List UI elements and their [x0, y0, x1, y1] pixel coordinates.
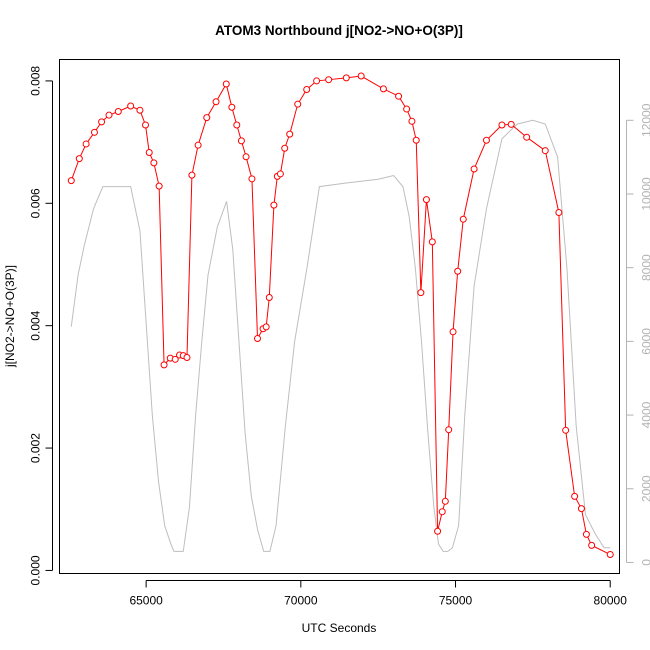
series-layer [67, 72, 614, 559]
data-point [105, 111, 113, 119]
data-point [150, 159, 158, 167]
data-point [82, 140, 90, 148]
data-point [203, 114, 211, 122]
data-point [403, 105, 411, 113]
data-point [270, 201, 278, 209]
data-point [313, 77, 321, 85]
data-point [171, 355, 179, 363]
data-point [248, 175, 256, 183]
data-point [357, 72, 365, 80]
y2-tick-label: 0 [640, 559, 650, 566]
data-point [294, 100, 302, 108]
y2-tick-label: 2000 [640, 475, 650, 502]
chart-title: ATOM3 Northbound j[NO2->NO+O(3P)] [215, 23, 463, 38]
grey-series-line [70, 119, 611, 552]
data-point [459, 215, 467, 223]
data-point [160, 361, 168, 369]
data-point [98, 118, 106, 126]
data-point [438, 508, 446, 516]
x-tick-label: 75000 [439, 594, 473, 608]
data-point [445, 426, 453, 434]
y2-tick-label: 8000 [640, 254, 650, 281]
data-point [577, 505, 585, 513]
y2-tick-label: 6000 [640, 328, 650, 355]
data-point [379, 85, 387, 93]
data-point [588, 541, 596, 549]
y-tick-label: 0.002 [29, 433, 43, 463]
data-point [412, 136, 420, 144]
data-point [582, 530, 590, 538]
y-axis: 0.000 0.002 0.004 0.006 0.008 [29, 66, 53, 585]
data-point [408, 117, 416, 125]
data-point [325, 76, 333, 84]
plot-frame [59, 59, 620, 574]
data-point [441, 497, 449, 505]
red-series-line [70, 75, 611, 555]
data-point [276, 170, 284, 178]
data-point [262, 323, 270, 331]
data-point [417, 289, 425, 297]
data-point [454, 267, 462, 275]
data-point [233, 121, 241, 129]
data-point [194, 141, 202, 149]
data-point [449, 328, 457, 336]
y2-tick-label: 4000 [640, 401, 650, 428]
data-point [188, 171, 196, 179]
data-point [428, 238, 436, 246]
y-tick-label: 0.008 [29, 66, 43, 96]
x-tick-label: 80000 [594, 594, 628, 608]
data-point [90, 128, 98, 136]
y-tick-label: 0.006 [29, 188, 43, 218]
y-tick-label: 0.000 [29, 555, 43, 585]
y-axis-label: j[NO2->NO+O(3P)] [3, 265, 17, 368]
data-point [571, 492, 579, 500]
data-point [183, 354, 191, 361]
data-point [114, 108, 122, 116]
data-point [242, 153, 250, 161]
data-point [507, 120, 515, 128]
y2-tick-label: 12000 [640, 103, 650, 137]
data-point [606, 551, 614, 559]
data-point [75, 155, 83, 163]
data-point [395, 92, 403, 100]
y2-axis: 0 2000 4000 6000 8000 10000 12000 [626, 103, 650, 566]
data-point [155, 182, 163, 190]
data-point [555, 208, 563, 216]
x-tick-label: 65000 [129, 594, 163, 608]
data-point [286, 130, 294, 138]
data-point [422, 196, 430, 204]
data-point [237, 137, 245, 145]
data-point [541, 147, 549, 155]
data-point [136, 106, 144, 114]
y-tick-label: 0.004 [29, 310, 43, 340]
data-point [482, 136, 490, 144]
x-tick-label: 70000 [284, 594, 318, 608]
x-axis-label: UTC Seconds [302, 621, 377, 635]
data-point [562, 426, 570, 434]
data-point [228, 103, 236, 111]
x-axis: 65000 70000 75000 80000 [129, 580, 628, 608]
data-point [434, 527, 442, 535]
data-point [281, 144, 289, 152]
data-point [67, 177, 75, 185]
data-point [145, 149, 153, 157]
data-point [254, 335, 262, 343]
data-point [212, 98, 220, 106]
y2-tick-label: 10000 [640, 177, 650, 211]
data-point [470, 165, 478, 173]
data-point [142, 121, 150, 129]
data-point [222, 80, 230, 88]
data-point [523, 133, 531, 141]
data-point [265, 294, 273, 302]
data-point [303, 85, 311, 93]
data-point [498, 121, 506, 129]
data-point [342, 74, 350, 82]
data-point [127, 102, 135, 110]
